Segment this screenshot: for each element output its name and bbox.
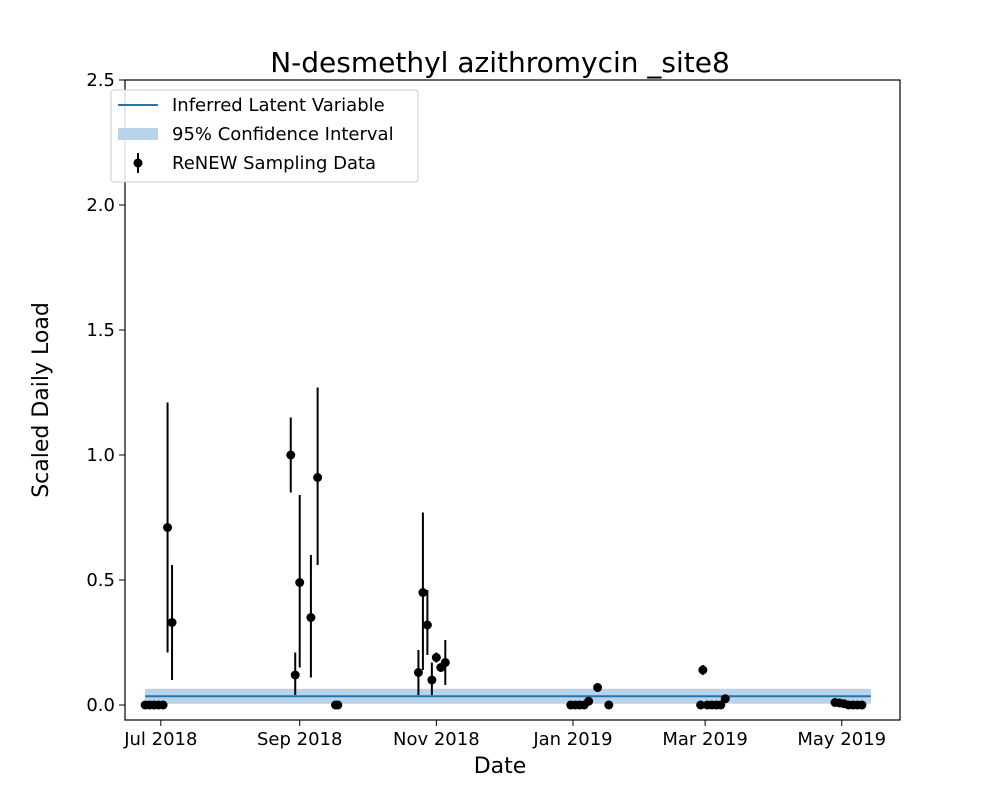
chart-title: N-desmethyl azithromycin _site8	[270, 46, 730, 79]
data-point	[158, 700, 168, 710]
data-point	[167, 618, 177, 627]
x-tick-label: Jan 2019	[532, 729, 612, 750]
data-point	[696, 700, 706, 710]
y-axis-label: Scaled Daily Load	[29, 302, 54, 498]
data-point	[584, 696, 594, 706]
data-point	[716, 700, 726, 710]
data-point	[593, 683, 603, 692]
data-point	[698, 665, 708, 675]
data-point	[286, 450, 296, 460]
data-point	[431, 653, 441, 662]
legend-band-label: 95% Confidence Interval	[172, 124, 394, 145]
legend-data-label: ReNEW Sampling Data	[172, 153, 376, 174]
data-point	[422, 620, 432, 630]
x-tick-label: Sep 2018	[257, 729, 342, 750]
data-point	[290, 670, 300, 680]
legend-band-swatch	[118, 128, 158, 140]
y-tick-label: 1.0	[86, 445, 115, 466]
data-point	[604, 700, 614, 710]
legend-box	[110, 89, 419, 183]
y-tick-label: 2.5	[86, 70, 115, 91]
data-point	[333, 700, 343, 710]
x-axis-label: Date	[474, 754, 527, 779]
y-tick-label: 2.0	[86, 195, 115, 216]
legend-latent-label: Inferred Latent Variable	[172, 95, 385, 116]
y-tick-label: 0.0	[86, 695, 115, 716]
data-point	[857, 700, 867, 710]
x-tick-label: Mar 2019	[662, 729, 748, 750]
legend: Inferred Latent Variable 95% Confidence …	[110, 89, 419, 183]
data-point	[440, 658, 450, 667]
data-point	[418, 588, 428, 597]
y-tick-label: 1.5	[86, 320, 115, 341]
data-point	[720, 694, 730, 704]
x-tick-label: Nov 2018	[393, 729, 480, 750]
legend-point-swatch	[133, 158, 143, 168]
x-tick-label: Jul 2018	[123, 729, 197, 750]
y-tick-label: 0.5	[86, 570, 115, 591]
plot-frame	[124, 79, 901, 721]
data-point	[427, 675, 437, 685]
y-axis-ticks: 0.0 0.5 1.0 1.5 2.0 2.5	[86, 70, 125, 716]
data-point	[295, 578, 305, 587]
data-point	[163, 523, 173, 532]
x-tick-label: May 2019	[797, 729, 886, 750]
data-point	[306, 613, 316, 622]
sampling-points-layer	[140, 387, 867, 710]
x-axis-ticks: Jul 2018 Sep 2018 Nov 2018 Jan 2019 Mar 2019…	[123, 720, 886, 750]
data-point	[413, 668, 423, 677]
data-point	[313, 473, 323, 482]
